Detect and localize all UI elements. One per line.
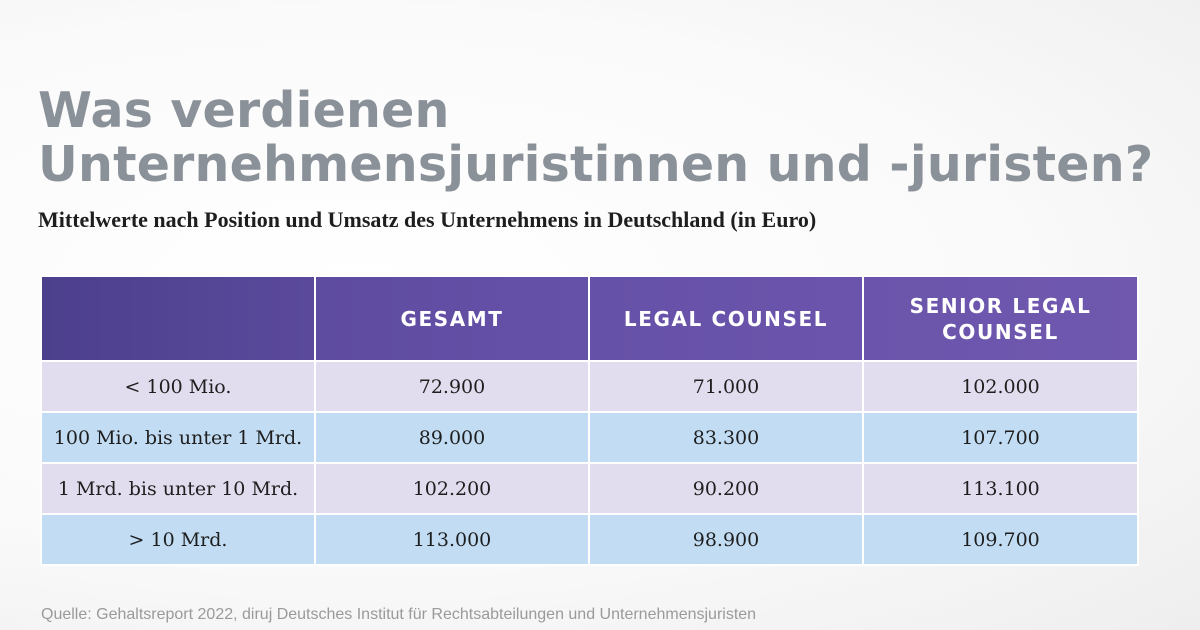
cell-legal-counsel: 71.000	[588, 360, 864, 413]
cell-legal-counsel: 90.200	[588, 462, 864, 515]
table-header-row: GESAMT LEGAL COUNSEL SENIOR LEGAL COUNSE…	[40, 275, 1139, 362]
cell-gesamt: 72.900	[314, 360, 590, 413]
table-row: 1 Mrd. bis unter 10 Mrd. 102.200 90.200 …	[40, 462, 1139, 515]
row-label: 100 Mio. bis unter 1 Mrd.	[40, 411, 316, 464]
chart-subtitle: Mittelwerte nach Position und Umsatz des…	[38, 207, 817, 232]
table-row: 100 Mio. bis unter 1 Mrd. 89.000 83.300 …	[40, 411, 1139, 464]
table-row: > 10 Mrd. 113.000 98.900 109.700	[40, 513, 1139, 566]
cell-gesamt: 102.200	[314, 462, 590, 515]
cell-senior-legal-counsel: 107.700	[862, 411, 1139, 464]
header-corner-cell	[40, 275, 316, 362]
cell-legal-counsel: 83.300	[588, 411, 864, 464]
chart-title: Was verdienen Unternehmensjuristinnen un…	[38, 82, 1154, 193]
cell-senior-legal-counsel: 109.700	[862, 513, 1139, 566]
cell-senior-legal-counsel: 113.100	[862, 462, 1139, 515]
table-row: < 100 Mio. 72.900 71.000 102.000	[40, 360, 1139, 413]
row-label: < 100 Mio.	[40, 360, 316, 413]
cell-legal-counsel: 98.900	[588, 513, 864, 566]
row-label: 1 Mrd. bis unter 10 Mrd.	[40, 462, 316, 515]
header-senior-legal-counsel: SENIOR LEGAL COUNSEL	[862, 275, 1139, 362]
header-gesamt: GESAMT	[314, 275, 590, 362]
cell-gesamt: 89.000	[314, 411, 590, 464]
header-legal-counsel: LEGAL COUNSEL	[588, 275, 864, 362]
source-note: Quelle: Gehaltsreport 2022, diruj Deutsc…	[41, 606, 757, 623]
salary-table: GESAMT LEGAL COUNSEL SENIOR LEGAL COUNSE…	[40, 275, 1139, 566]
cell-gesamt: 113.000	[314, 513, 590, 566]
cell-senior-legal-counsel: 102.000	[862, 360, 1139, 413]
row-label: > 10 Mrd.	[40, 513, 316, 566]
